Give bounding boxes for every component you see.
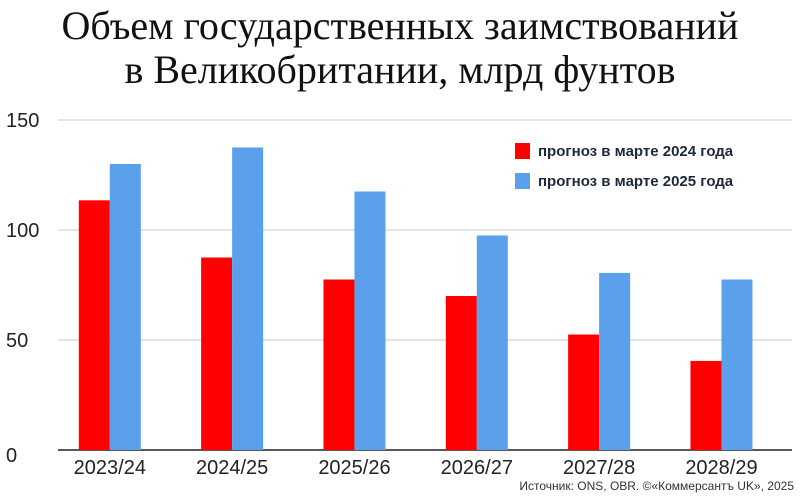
bar-forecast-2025 [232, 147, 264, 450]
bar-forecast-2025 [354, 191, 386, 450]
y-tick-label: 50 [6, 330, 28, 352]
chart-title: Объем государственных заимствований в Ве… [0, 4, 800, 92]
x-tick-label: 2027/28 [563, 457, 635, 479]
chart-title-line-2: в Великобритании, млрд фунтов [124, 47, 676, 92]
bar-forecast-2025 [721, 279, 753, 450]
legend-swatch [515, 173, 530, 189]
x-tick-label: 2024/25 [196, 457, 268, 479]
y-tick-label: 0 [6, 445, 17, 467]
x-tick-label: 2026/27 [441, 457, 513, 479]
legend-label: прогноз в марте 2025 года [538, 173, 734, 190]
bar-forecast-2024 [201, 257, 233, 450]
y-tick-label: 100 [6, 220, 39, 242]
source-note: Источник: ONS, OBR. ©«Коммерсантъ UK», 2… [519, 479, 794, 493]
bar-forecast-2025 [109, 164, 141, 450]
y-tick-label: 150 [6, 110, 39, 132]
chart-title-line-1: Объем государственных заимствований [61, 3, 739, 48]
legend-label: прогноз в марте 2024 года [538, 143, 734, 160]
bar-forecast-2024 [323, 279, 355, 450]
legend-swatch [515, 143, 530, 159]
bar-forecast-2024 [445, 296, 477, 450]
bar-forecast-2024 [690, 360, 722, 450]
bar-forecast-2024 [78, 200, 110, 450]
x-tick-label: 2028/29 [685, 457, 757, 479]
bar-forecast-2025 [476, 235, 508, 450]
bar-forecast-2025 [599, 272, 631, 450]
x-tick-label: 2025/26 [318, 457, 390, 479]
bar-forecast-2024 [568, 334, 600, 450]
x-tick-label: 2023/24 [74, 457, 146, 479]
